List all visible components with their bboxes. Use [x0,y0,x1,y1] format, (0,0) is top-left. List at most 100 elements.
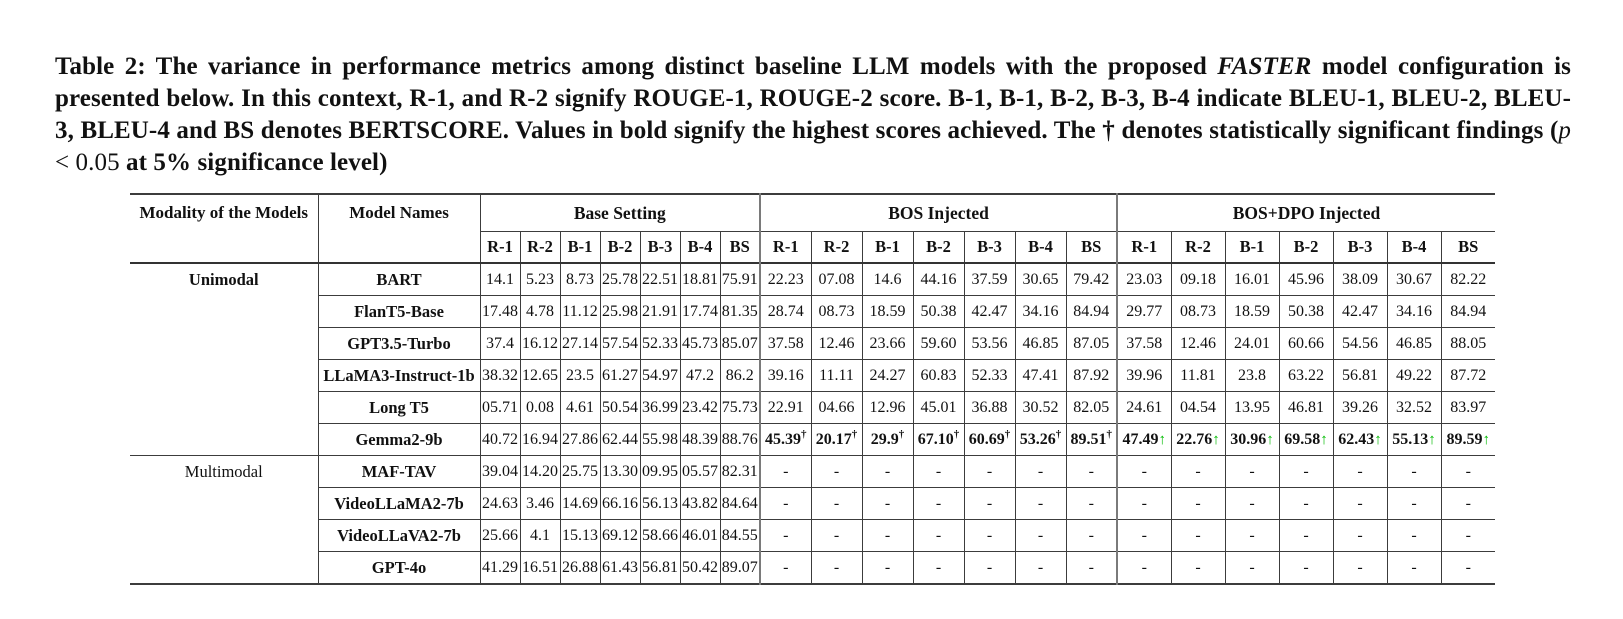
metric-value-cell: 16.51 [519,551,561,585]
metric-value-cell: 22.76↑ [1170,423,1226,456]
results-table-container: Modality of the Models Model Names Base Se… [130,193,1495,585]
metric-value-cell: 45.96 [1278,262,1334,296]
metric-value-cell: 22.23 [759,262,812,296]
metric-value-cell: 59.60 [912,327,965,360]
dash-cell: - [963,487,1016,520]
metric-value-cell: 54.97 [639,359,681,392]
metric-value-cell: 13.30 [599,455,641,488]
metric-value-cell: 26.88 [559,551,601,585]
metric-value-cell: 20.17† [810,423,863,456]
dash-cell: - [1116,519,1172,552]
metric-value-cell: 08.73 [810,295,863,328]
dash-cell: - [810,487,863,520]
table-row: Unimodal BART 14.1 5.23 8.73 25.78 22.51 18.81 7… [130,262,1495,456]
metric-value-cell: 52.33 [963,359,1016,392]
metric-value-cell: 28.74 [759,295,812,328]
metric-value-cell: 61.27 [599,359,641,392]
dash-cell: - [1278,551,1334,585]
dash-cell: - [1386,487,1442,520]
metric-value-cell: 62.43↑ [1332,423,1388,456]
metric-value-cell: 32.52 [1386,391,1442,424]
table-body: Unimodal BART 14.1 5.23 8.73 25.78 22.51 18.81 7… [130,262,1495,585]
caption-part: Table 2: The variance in performance met… [55,53,1218,80]
dash-cell: - [1278,455,1334,488]
metric-value-cell: 14.1 [479,262,521,296]
metric-value-cell: 83.97 [1440,391,1495,424]
metric-value-cell: 23.03 [1116,262,1172,296]
dash-cell: - [1170,487,1226,520]
metric-value-cell: 67.10† [912,423,965,456]
dash-cell: - [810,551,863,585]
metric-value-cell: 47.49↑ [1116,423,1172,456]
dash-cell: - [1065,551,1118,585]
metric-value-cell: 04.66 [810,391,863,424]
metric-value-cell: 17.74 [679,295,721,328]
up-arrow-icon: ↑ [1428,431,1436,448]
dash-cell: - [1170,455,1226,488]
metric-value-cell: 62.44 [599,423,641,456]
model-name-cell: GPT-4o [317,551,481,585]
metric-value-cell: 30.96↑ [1224,423,1280,456]
metric-value-cell: 54.56 [1332,327,1388,360]
metric-header-base-r-2: R-2 [519,231,561,264]
metric-header-dpo-bs: BS [1440,231,1495,264]
model-name-cell: Long T5 [317,391,481,424]
table-row: Multimodal MAF-TAV 39.04 14.20 25.75 13.30 09.… [130,455,1495,585]
up-arrow-icon: ↑ [1482,431,1491,448]
metric-header-bos-b-3: B-3 [963,231,1016,264]
metric-value-cell: 24.61 [1116,391,1172,424]
metric-value-cell: 39.16 [759,359,812,392]
metric-value-cell: 12.65 [519,359,561,392]
dash-cell: - [1014,487,1067,520]
metric-header-dpo-b-4: B-4 [1386,231,1442,264]
metric-value-cell: 09.95 [639,455,681,488]
metric-value-cell: 11.81 [1170,359,1226,392]
metric-value-cell: 42.47 [1332,295,1388,328]
metric-value-cell: 04.54 [1170,391,1226,424]
dash-cell: - [912,487,965,520]
model-name-cell: BART [317,262,481,296]
metric-value-cell: 5.23 [519,262,561,296]
metric-value-cell: 24.27 [861,359,914,392]
metric-value-cell: 25.78 [599,262,641,296]
dash-cell: - [1014,551,1067,585]
dash-cell: - [810,519,863,552]
up-arrow-icon: ↑ [1266,431,1274,448]
metric-header-dpo-r-1: R-1 [1116,231,1172,264]
metric-value-cell: 82.31 [719,455,761,488]
metric-value-cell: 69.58↑ [1278,423,1334,456]
metric-value-cell: 11.11 [810,359,863,392]
metric-value-cell: 36.88 [963,391,1016,424]
dash-cell: - [1065,455,1118,488]
dash-cell: - [1224,551,1280,585]
metric-value-cell: 3.46 [519,487,561,520]
dash-cell: - [1440,455,1495,488]
results-table: Modality of the Models Model Names Base Se… [130,193,1495,585]
metric-value-cell: 30.65 [1014,262,1067,296]
metric-header-base-bs: BS [719,231,761,264]
metric-value-cell: 60.83 [912,359,965,392]
metric-value-cell: 30.52 [1014,391,1067,424]
metric-value-cell: 12.46 [1170,327,1226,360]
metric-value-cell: 43.82 [679,487,721,520]
metric-value-cell: 37.58 [759,327,812,360]
metric-value-cell: 46.81 [1278,391,1334,424]
table-caption: Table 2: The variance in performance met… [55,51,1571,179]
metric-value-cell: 39.04 [479,455,521,488]
metric-value-cell: 25.75 [559,455,601,488]
dagger-superscript: † [898,428,905,441]
dash-cell: - [1440,551,1495,585]
metric-value-cell: 46.01 [679,519,721,552]
dash-cell: - [1278,487,1334,520]
table-row: VideoLLaVA2-7b 25.66 4.1 15.13 69.12 58.66 46.… [130,519,1495,552]
dash-cell: - [912,519,965,552]
model-name-cell: FlanT5-Base [317,295,481,328]
metric-header-base-r-1: R-1 [479,231,521,264]
metric-value-cell: 11.12 [559,295,601,328]
metric-value-cell: 4.78 [519,295,561,328]
caption-part: at 5% significance level) [119,149,388,176]
up-arrow-icon: ↑ [1320,431,1328,448]
dash-cell: - [759,487,812,520]
metric-value-cell: 89.51† [1065,423,1118,456]
metric-value-cell: 14.69 [559,487,601,520]
